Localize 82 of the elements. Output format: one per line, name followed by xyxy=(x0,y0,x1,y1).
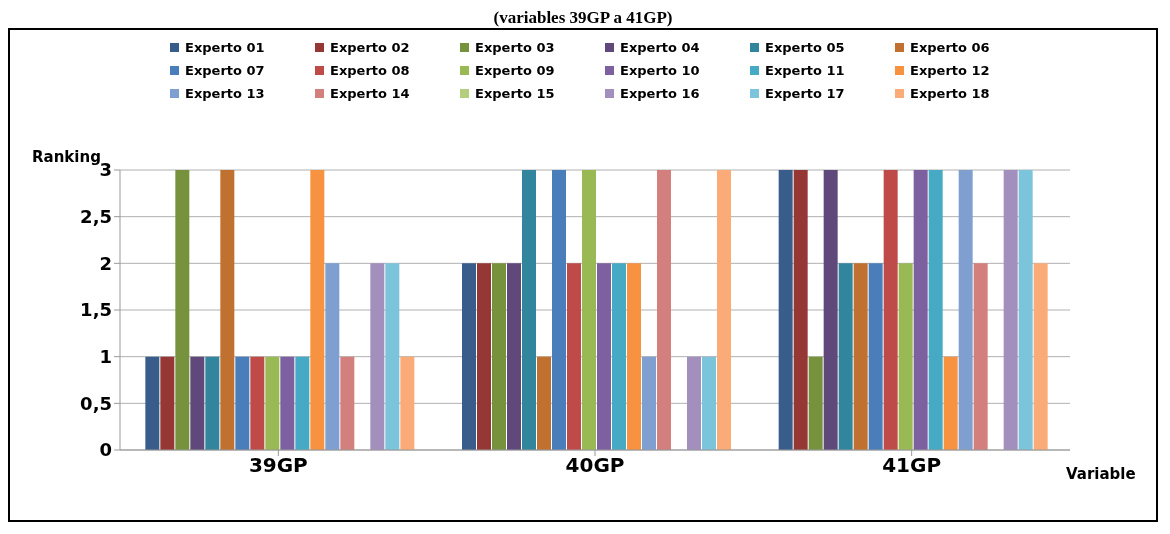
legend-label: Experto 12 xyxy=(910,63,990,78)
legend-label: Experto 16 xyxy=(620,86,700,101)
bar xyxy=(492,263,506,450)
bar xyxy=(400,356,415,450)
legend-label: Experto 01 xyxy=(185,40,265,55)
y-tick-label: 1,5 xyxy=(80,299,112,321)
x-tick-label: 40GP xyxy=(565,453,625,478)
y-tick-label: 0,5 xyxy=(80,392,112,414)
bar xyxy=(160,356,175,450)
y-tick-label: 1 xyxy=(99,346,112,368)
x-tick-label: 39GP xyxy=(248,453,308,478)
legend-label: Experto 10 xyxy=(620,63,700,78)
bar xyxy=(808,356,823,450)
bar xyxy=(973,263,988,450)
legend-label: Experto 08 xyxy=(330,63,410,78)
bar xyxy=(793,170,808,450)
legend-label: Experto 17 xyxy=(765,86,845,101)
bar xyxy=(582,170,596,450)
bar xyxy=(462,263,476,450)
bar xyxy=(1033,263,1048,450)
bar xyxy=(370,263,385,450)
bar xyxy=(943,356,958,450)
legend-label: Experto 06 xyxy=(910,40,990,55)
bar xyxy=(823,170,838,450)
bar xyxy=(265,356,280,450)
bar xyxy=(295,356,310,450)
bar xyxy=(717,170,731,450)
bar xyxy=(642,356,656,450)
x-tick-label: 41GP xyxy=(882,453,942,478)
bar xyxy=(687,356,701,450)
bar xyxy=(657,170,671,450)
bar xyxy=(928,170,943,450)
bar xyxy=(175,170,190,450)
bar xyxy=(883,170,898,450)
bar xyxy=(627,263,641,450)
bar xyxy=(220,170,235,450)
bar xyxy=(868,263,883,450)
legend-label: Experto 18 xyxy=(910,86,990,101)
bar xyxy=(325,263,340,450)
legend-label: Experto 04 xyxy=(620,40,700,55)
bar xyxy=(702,356,716,450)
chart-title: (variables 39GP a 41GP) xyxy=(492,8,674,28)
bar xyxy=(597,263,611,450)
bar xyxy=(898,263,913,450)
bar xyxy=(913,170,928,450)
legend-label: Experto 13 xyxy=(185,86,265,101)
legend-label: Experto 15 xyxy=(475,86,555,101)
legend-label: Experto 02 xyxy=(330,40,410,55)
bar xyxy=(310,170,325,450)
bar xyxy=(280,356,295,450)
x-axis-title: Variable xyxy=(1066,465,1136,483)
y-tick-label: 0 xyxy=(99,439,112,461)
bar xyxy=(190,356,205,450)
bar xyxy=(522,170,536,450)
legend-label: Experto 09 xyxy=(475,63,555,78)
y-tick-label: 2 xyxy=(99,252,112,274)
bar xyxy=(1018,170,1033,450)
bar xyxy=(385,263,400,450)
y-tick-label: 3 xyxy=(99,159,112,181)
bar xyxy=(477,263,491,450)
bar xyxy=(612,263,626,450)
y-tick-label: 2,5 xyxy=(80,206,112,228)
bar xyxy=(340,356,355,450)
bar xyxy=(552,170,566,450)
legend-label: Experto 14 xyxy=(330,86,410,101)
legend-label: Experto 07 xyxy=(185,63,265,78)
y-axis-title: Ranking xyxy=(32,148,101,166)
bar xyxy=(853,263,868,450)
bar xyxy=(507,263,521,450)
legend-label: Experto 05 xyxy=(765,40,845,55)
bar xyxy=(958,170,973,450)
bar xyxy=(1003,170,1018,450)
bar xyxy=(838,263,853,450)
bar xyxy=(250,356,265,450)
bar xyxy=(537,356,551,450)
bar xyxy=(235,356,250,450)
bar xyxy=(778,170,793,450)
legend-label: Experto 03 xyxy=(475,40,555,55)
bar xyxy=(145,356,160,450)
bar xyxy=(567,263,581,450)
legend-label: Experto 11 xyxy=(765,63,845,78)
bar xyxy=(205,356,220,450)
